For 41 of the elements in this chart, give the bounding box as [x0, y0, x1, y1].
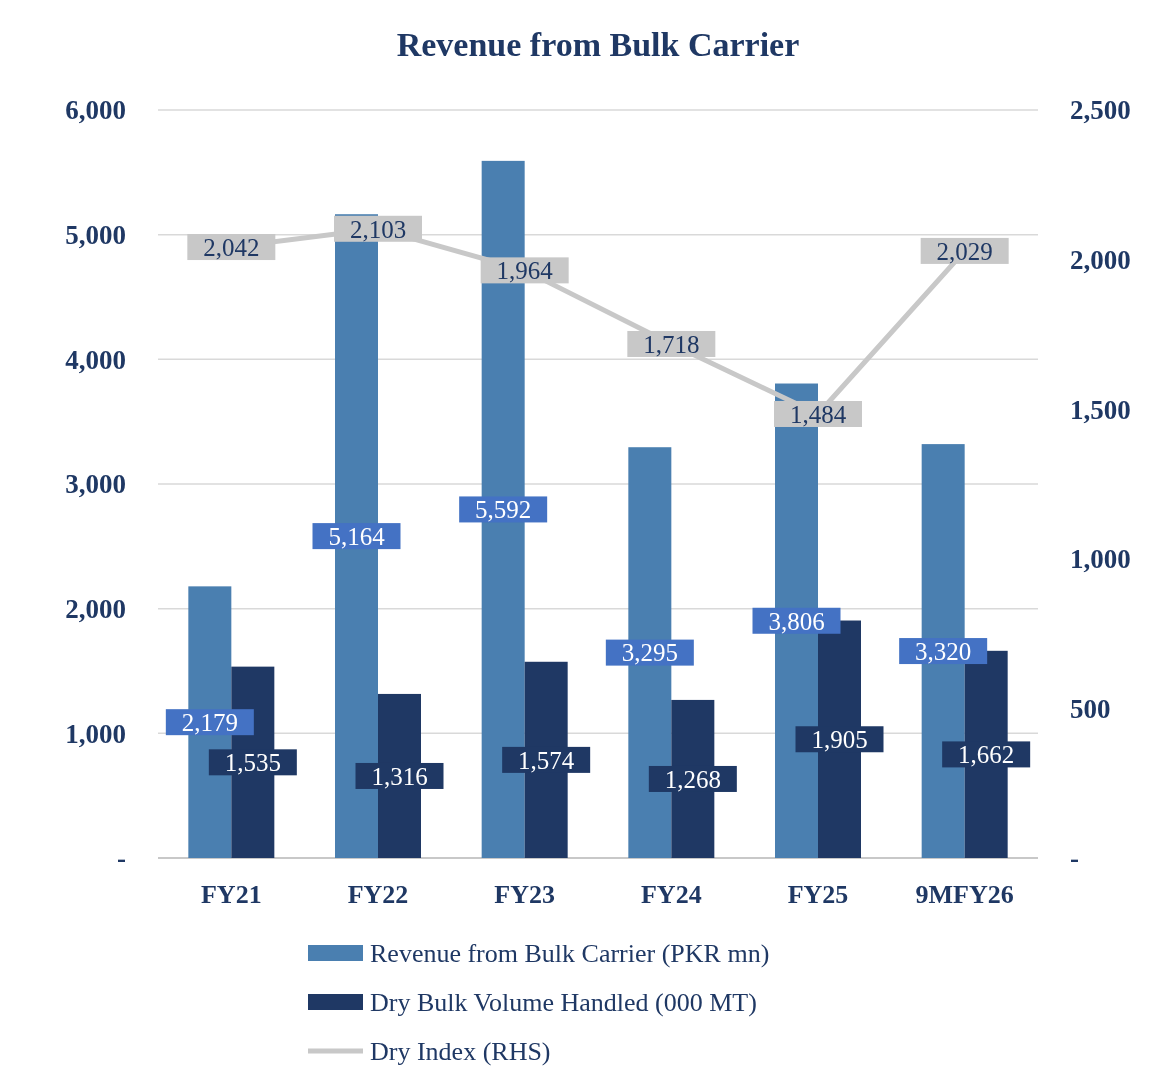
- legend-label: Dry Index (RHS): [370, 1037, 551, 1067]
- data-label: 3,320: [915, 637, 972, 665]
- x-tick-label: FY23: [494, 880, 555, 909]
- x-tick-label: 9MFY26: [915, 880, 1014, 909]
- data-label: 5,164: [328, 522, 386, 550]
- x-tick-label: FY25: [787, 880, 849, 909]
- data-label: 2,179: [181, 708, 238, 736]
- data-label: 3,295: [621, 639, 678, 667]
- data-label: 1,662: [958, 741, 1015, 769]
- x-tick-label: FY21: [201, 880, 262, 909]
- y2-tick-label: 1,500: [1070, 394, 1131, 425]
- y-tick-label: 1,000: [65, 718, 126, 749]
- data-label: 1,484: [789, 400, 847, 428]
- y-tick-label: 3,000: [65, 469, 126, 500]
- data-label: 1,718: [643, 330, 700, 358]
- chart-title: Revenue from Bulk Carrier: [396, 26, 800, 63]
- y-tick-label: 6,000: [65, 95, 126, 126]
- data-label: 1,268: [664, 765, 721, 793]
- y2-tick-label: 500: [1070, 693, 1111, 724]
- legend-label: Revenue from Bulk Carrier (PKR mn): [370, 939, 770, 969]
- y2-tick-label: 1,000: [1070, 544, 1131, 575]
- data-label: 2,103: [349, 215, 407, 243]
- y2-tick-label: 2,500: [1070, 95, 1131, 126]
- y-tick-label: 5,000: [65, 220, 126, 251]
- data-label: 1,964: [496, 257, 554, 285]
- data-label: 1,535: [224, 749, 281, 777]
- x-tick-label: FY24: [641, 880, 702, 909]
- data-label: 3,806: [768, 607, 825, 635]
- y2-tick-label: -: [1070, 843, 1079, 874]
- y-tick-label: 4,000: [65, 344, 126, 375]
- y-tick-label: 2,000: [65, 594, 126, 625]
- data-label: 2,029: [936, 237, 993, 265]
- y-tick-label: -: [117, 843, 126, 874]
- data-label: 1,574: [518, 746, 575, 774]
- legend-label: Dry Bulk Volume Handled (000 MT): [370, 988, 757, 1018]
- x-tick-label: FY22: [347, 880, 409, 909]
- data-label: 1,905: [811, 726, 868, 754]
- data-label: 5,592: [475, 496, 532, 524]
- y2-tick-label: 2,000: [1070, 245, 1131, 276]
- data-label: 1,316: [371, 762, 428, 790]
- data-label: 2,042: [203, 233, 260, 261]
